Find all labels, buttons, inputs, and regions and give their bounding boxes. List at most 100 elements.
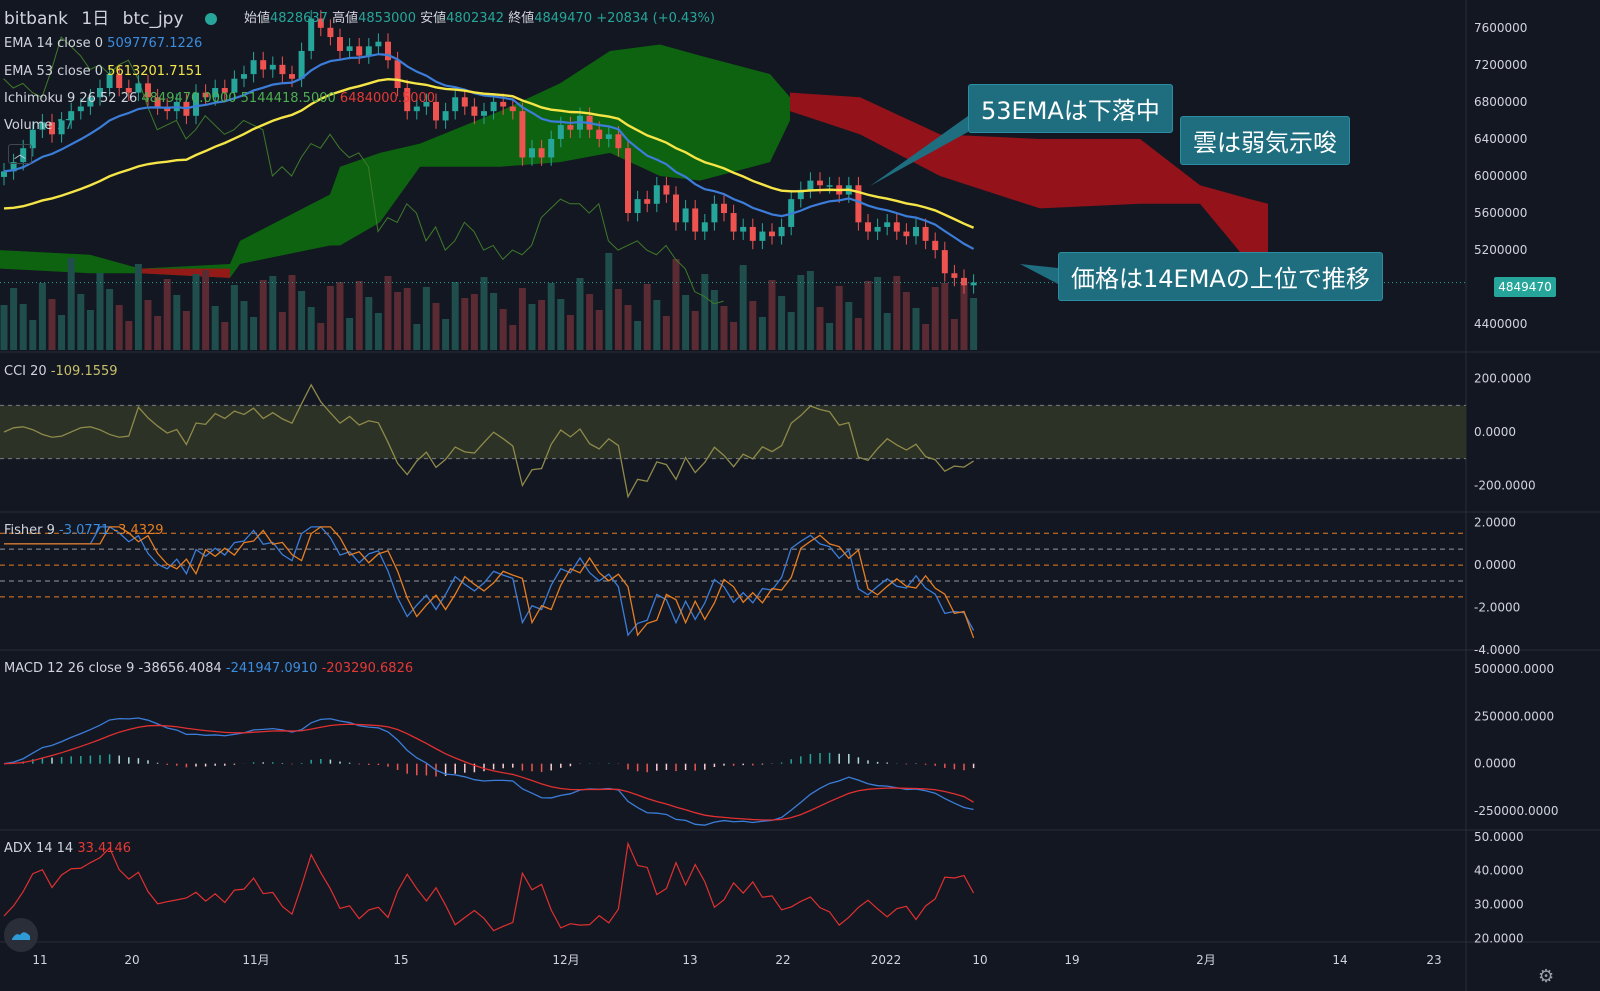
- candle-body: [279, 64, 286, 75]
- callout-ema53[interactable]: 53EMAは下落中: [968, 84, 1173, 133]
- volume-bar: [58, 315, 66, 350]
- volume-bar: [960, 282, 968, 350]
- callout-ema53-pointer: [870, 116, 968, 186]
- volume-bar: [576, 278, 584, 350]
- volume-bar: [826, 323, 834, 350]
- volume-bar: [77, 294, 85, 350]
- volume-bar: [845, 302, 853, 350]
- volume-bar: [86, 310, 94, 350]
- candle-body: [922, 226, 929, 241]
- candle-body: [529, 148, 535, 158]
- volume-bar: [653, 300, 661, 350]
- low-value: 4802342: [446, 11, 505, 26]
- volume-bar: [509, 325, 517, 350]
- collapse-legend-button[interactable]: ︿: [8, 144, 32, 164]
- ema14-legend[interactable]: EMA 14 close 0 5097767.1226: [4, 36, 203, 51]
- callout-cloud[interactable]: 雲は弱気示唆: [1180, 116, 1350, 165]
- volume-bar: [221, 322, 229, 350]
- candle-body: [692, 208, 699, 232]
- candle-body: [941, 250, 948, 274]
- candle-body: [605, 134, 612, 139]
- volume-bar: [422, 287, 430, 350]
- fisher-axis-tick: 0.0000: [1474, 558, 1516, 572]
- candle-body: [673, 194, 679, 223]
- volume-bar: [144, 300, 152, 350]
- callout-ema14[interactable]: 価格は14EMAの上位で推移: [1058, 252, 1383, 301]
- time-axis-tick: 13: [682, 953, 697, 967]
- volume-legend[interactable]: Volume 17: [4, 118, 74, 133]
- volume-bar: [202, 270, 210, 350]
- volume-bar: [259, 280, 267, 350]
- volume-bar: [682, 295, 690, 350]
- volume-bar: [106, 289, 114, 350]
- candle-body: [375, 41, 382, 47]
- volume-bar: [490, 293, 498, 350]
- volume-bar: [154, 316, 162, 350]
- adx-axis-tick: 30.0000: [1474, 898, 1524, 912]
- macd-axis-tick: 500000.0000: [1474, 662, 1554, 676]
- candle-body: [231, 78, 238, 93]
- volume-bar: [374, 313, 382, 350]
- volume-bar: [298, 291, 306, 350]
- ohlc-legend: 始値4828637 高値4853000 安値4802342 終値4849470 …: [244, 11, 715, 26]
- candle-body: [471, 106, 478, 116]
- adx-legend[interactable]: ADX 14 14 33.4146: [4, 841, 132, 856]
- candle-body: [29, 129, 36, 149]
- volume-bar: [240, 301, 248, 350]
- volume-bar: [720, 306, 728, 350]
- candle-body: [711, 203, 718, 223]
- volume-bar: [902, 292, 910, 350]
- volume-bar: [288, 275, 296, 350]
- ichimoku-cloud-bearish: [790, 92, 1268, 264]
- adx-line: [3, 841, 975, 932]
- symbol[interactable]: btc_jpy: [122, 9, 184, 29]
- macd-axis-tick: 0.0000: [1474, 757, 1516, 771]
- volume-bar: [595, 310, 603, 350]
- volume-bar: [10, 288, 18, 350]
- candle-body: [289, 74, 295, 79]
- candle-body: [903, 231, 910, 237]
- change-value: +20834 (+0.43%): [596, 11, 715, 26]
- settings-gear-icon[interactable]: ⚙: [1538, 966, 1555, 987]
- candle-body: [68, 111, 75, 121]
- volume-bar: [922, 324, 930, 350]
- tradingview-logo[interactable]: [4, 918, 38, 952]
- ichimoku-cloud-bullish: [0, 44, 790, 278]
- candle-body: [442, 111, 449, 121]
- ichimoku-lagging-span: [3, 36, 724, 305]
- ema53-legend[interactable]: EMA 53 close 0 5613201.7151: [4, 64, 203, 79]
- volume-bar: [547, 283, 555, 350]
- candle-body: [77, 106, 84, 112]
- candle-body: [337, 37, 343, 51]
- volume-bar: [701, 274, 709, 350]
- volume-bar: [269, 276, 277, 350]
- candle-body: [193, 92, 199, 116]
- interval[interactable]: 1日: [81, 9, 110, 29]
- volume-bar: [614, 289, 622, 350]
- close-value: 4849470: [534, 11, 593, 26]
- macd-legend[interactable]: MACD 12 26 close 9 -38656.4084 -241947.0…: [4, 661, 414, 676]
- candle-body: [212, 88, 219, 98]
- candle-body: [961, 277, 967, 286]
- candle-body: [346, 46, 353, 51]
- volume-bar: [307, 307, 315, 350]
- candle-body: [682, 208, 689, 223]
- cci-legend[interactable]: CCI 20 -109.1559: [4, 364, 118, 379]
- candle-body: [653, 185, 660, 204]
- volume-bar: [173, 295, 181, 350]
- volume-bar: [557, 299, 565, 350]
- ichimoku-cloud-bearish-early: [140, 268, 230, 278]
- candle-body: [865, 222, 871, 232]
- symbol-source[interactable]: bitbank: [4, 9, 69, 29]
- candle-body: [327, 27, 334, 38]
- candle-body: [567, 125, 574, 130]
- candle-body: [308, 18, 315, 51]
- volume-bar: [778, 296, 786, 350]
- time-axis-tick: 19: [1064, 953, 1079, 967]
- fisher-legend[interactable]: Fisher 9 -3.0771 -3.4329: [4, 523, 164, 538]
- ichimoku-legend[interactable]: Ichimoku 9 26 52 26 4849470.0000 5144418…: [4, 91, 436, 106]
- candle-body: [519, 111, 526, 158]
- cci-axis-tick: 200.0000: [1474, 372, 1531, 386]
- volume-bar: [816, 307, 824, 350]
